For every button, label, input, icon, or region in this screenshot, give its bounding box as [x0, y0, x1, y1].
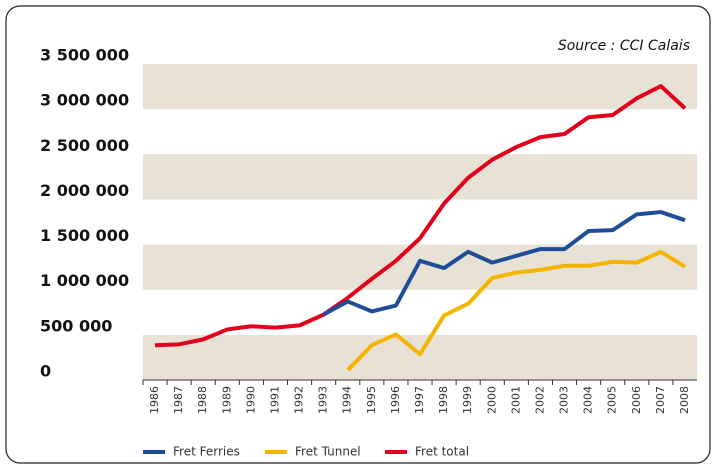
x-tick-label: 2007	[654, 386, 667, 414]
x-tick-label: 2004	[582, 386, 595, 414]
y-tick-label: 3 000 000	[40, 91, 129, 110]
x-tick-label: 2000	[485, 386, 498, 414]
series-line	[346, 249, 687, 372]
series-line	[154, 84, 687, 348]
legend-label: Fret total	[415, 445, 469, 459]
x-tick-label: 1989	[220, 386, 233, 414]
band	[143, 64, 697, 110]
x-tick-label: 1987	[172, 386, 185, 414]
x-tick-label: 1988	[196, 386, 209, 414]
x-tick-label: 2008	[678, 386, 691, 414]
x-tick-label: 1998	[437, 386, 450, 414]
x-tick-label: 1993	[317, 386, 330, 414]
source: Source : CCI Calais	[558, 38, 690, 54]
x-tick-label: 2001	[509, 386, 522, 414]
x-tick-label: 1986	[148, 386, 161, 414]
y-tick-label: 0	[40, 362, 51, 381]
x-tick-label: 2005	[606, 386, 619, 414]
x-tick-label: 1999	[461, 386, 474, 414]
band	[143, 244, 697, 290]
y-tick-label: 1 500 000	[40, 226, 129, 245]
band	[143, 154, 697, 200]
x-tick-label: 1996	[389, 386, 402, 414]
x-tick-label: 1991	[268, 386, 281, 414]
x-tick-label: 2003	[558, 386, 571, 414]
x-tick-label: 2002	[533, 386, 546, 414]
band	[143, 334, 697, 380]
series-line	[322, 210, 686, 317]
y-tick-label: 2 500 000	[40, 136, 129, 155]
y-tick-label: 2 000 000	[40, 181, 129, 200]
x-tick-label: 1990	[244, 386, 257, 414]
x-tick-label: 1994	[341, 386, 354, 414]
y-tick-label: 500 000	[40, 316, 112, 335]
legend-label: Fret Tunnel	[295, 445, 361, 459]
x-tick-label: 1997	[413, 386, 426, 414]
x-tick-label: 1995	[365, 386, 378, 414]
y-tick-label: 3 500 000	[40, 46, 129, 65]
x-tick-label: 2006	[630, 386, 643, 414]
y-tick-label: 1 000 000	[40, 271, 129, 290]
x-tick-label: 1992	[293, 386, 306, 414]
legend-label: Fret Ferries	[173, 445, 240, 459]
